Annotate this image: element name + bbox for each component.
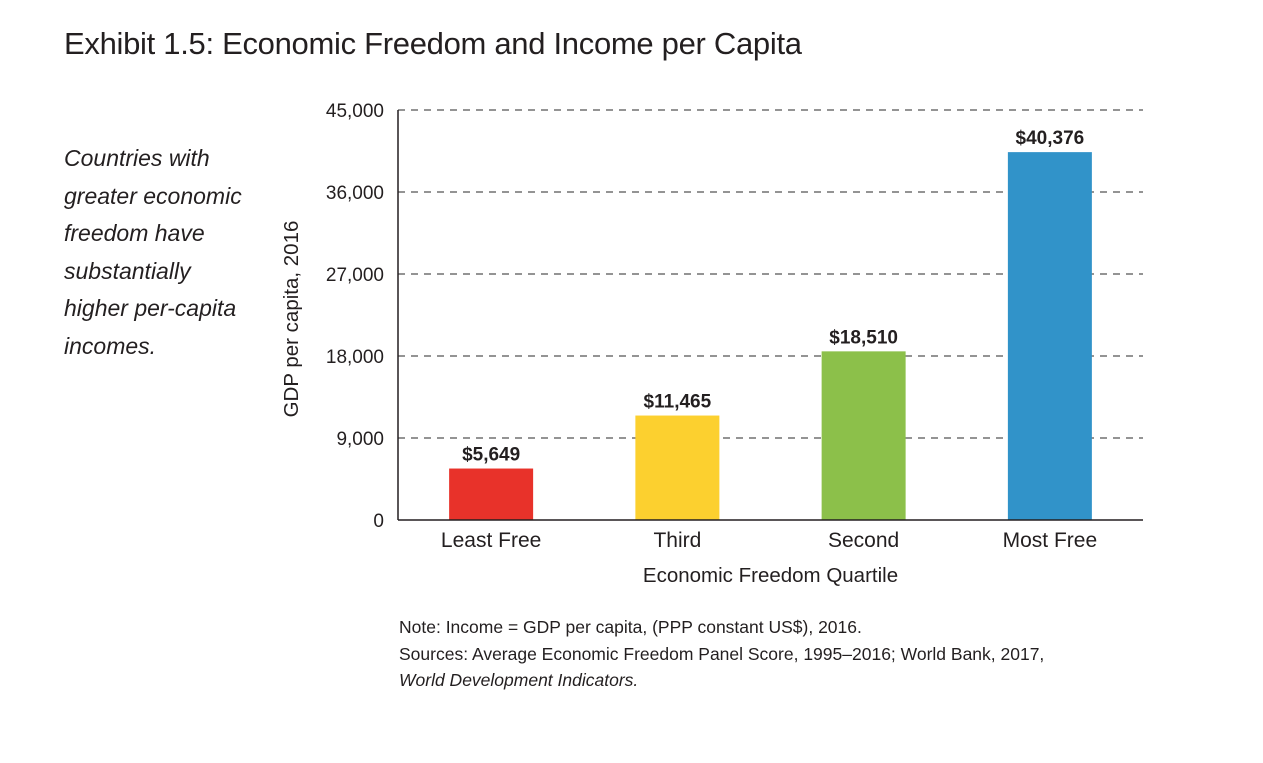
labels: 0 9,000 18,000 27,000 36,000 45,000 $5,649 Leas… [326,101,1097,552]
note-income: Note: Income = GDP per capita, (PPP cons… [399,617,862,637]
y-tick-label: 18,000 [326,347,384,368]
note-sources-publication: World Development Indicators. [399,670,639,690]
exhibit-title: Exhibit 1.5: Economic Freedom and Income… [64,26,802,61]
sidebar-line: Countries with [64,145,210,171]
bar-most-free [1007,152,1092,521]
note-sources: Sources: Average Economic Freedom Panel … [399,643,1045,664]
x-category-label: Least Free [441,529,541,552]
sidebar-line: incomes. [64,332,157,359]
data-label: $5,649 [462,445,520,466]
data-label: $18,510 [829,327,898,348]
y-tick-label: 0 [373,511,384,532]
sidebar-caption: Countries with greater economic freedom … [64,140,284,365]
y-tick-label: 45,000 [326,101,384,122]
y-axis-title: GDP per capita, 2016 [280,221,303,418]
data-label: $40,376 [1016,128,1085,149]
x-category-label: Most Free [1003,529,1098,552]
chart-note: Note: Income = GDP per capita, (PPP cons… [399,614,1044,694]
x-axis-title: Economic Freedom Quartile [643,564,898,587]
bar-chart: 0 9,000 18,000 27,000 36,000 45,000 $5,649 Leas… [280,101,1143,587]
bar-second [821,351,906,520]
bar-third [635,415,720,520]
x-category-label: Third [653,529,701,552]
x-category-label: Second [828,529,899,552]
y-tick-label: 36,000 [326,183,384,204]
sidebar-line: substantially [64,257,191,284]
axes [397,110,1143,521]
sidebar-line: freedom have [64,220,205,246]
sidebar-line: higher per-capita [64,295,237,321]
sidebar-line: greater economic [64,182,242,209]
data-label: $11,465 [644,392,712,413]
bars [449,152,1092,521]
y-tick-label: 27,000 [326,265,384,286]
bar-least-free [449,468,534,520]
y-tick-label: 9,000 [336,429,384,450]
